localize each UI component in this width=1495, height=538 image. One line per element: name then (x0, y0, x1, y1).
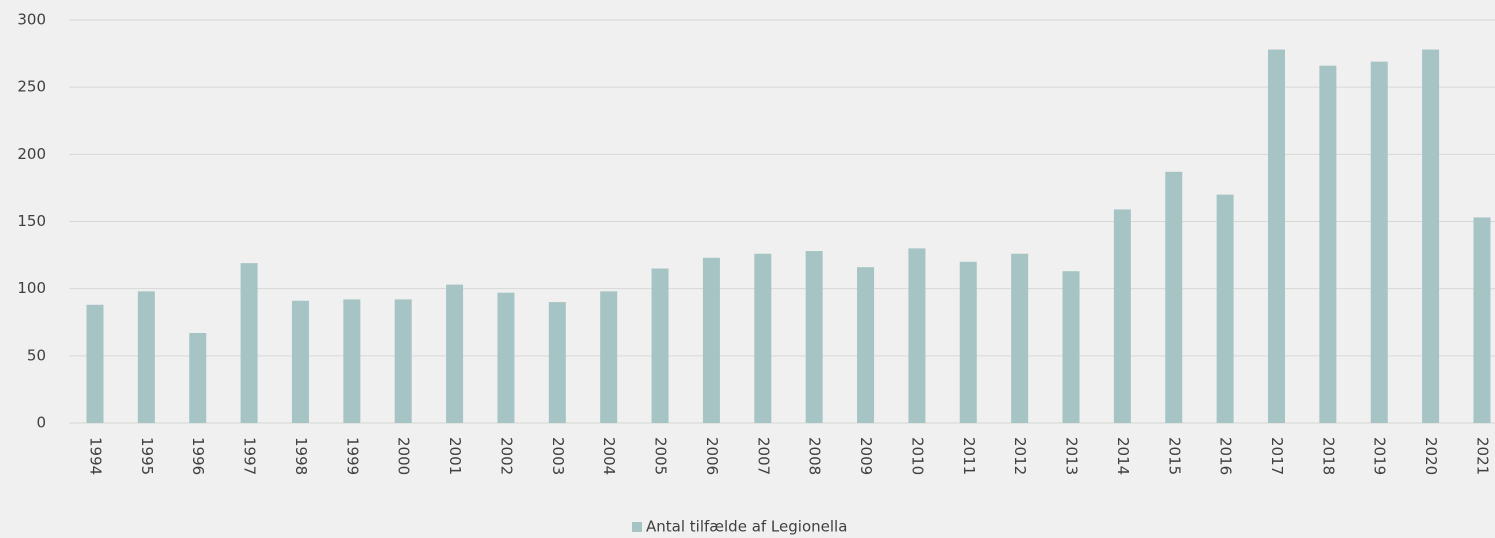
x-tick-label: 1999 (343, 437, 361, 475)
bar (497, 292, 515, 423)
x-tick-label: 2011 (960, 437, 978, 475)
x-tick-label: 2004 (600, 437, 618, 475)
bar (1216, 194, 1234, 423)
x-tick-label: 2021 (1473, 437, 1491, 475)
bar (805, 251, 823, 423)
bar (857, 267, 875, 423)
x-tick-label: 1997 (241, 437, 259, 475)
x-tick-label: 1998 (292, 437, 310, 475)
bar (908, 248, 926, 423)
x-tick-label: 1995 (138, 437, 156, 475)
bar (343, 299, 361, 423)
bar (86, 304, 104, 423)
x-tick-label: 2013 (1063, 437, 1081, 475)
x-tick-label: 2017 (1268, 437, 1286, 475)
x-tick-label: 2010 (908, 437, 926, 475)
x-tick-label: 2008 (806, 437, 824, 475)
bar (600, 291, 618, 423)
bar (1473, 217, 1491, 423)
y-tick-label: 150 (17, 212, 46, 230)
y-tick-label: 300 (17, 11, 46, 29)
bar (702, 257, 720, 423)
bar (651, 268, 669, 423)
bar (1370, 61, 1388, 423)
legend-label: Antal tilfælde af Legionella (646, 518, 847, 536)
bar (754, 253, 772, 423)
x-tick-label: 2009 (857, 437, 875, 475)
y-tick-label: 100 (17, 279, 46, 297)
x-tick-label: 2006 (703, 437, 721, 475)
x-tick-label: 2019 (1371, 437, 1389, 475)
x-tick-label: 1996 (189, 437, 207, 475)
bar (137, 291, 155, 423)
x-tick-label: 2014 (1114, 437, 1132, 475)
x-tick-label: 2020 (1422, 437, 1440, 475)
bar (1319, 65, 1337, 423)
x-tick-label: 2003 (549, 437, 567, 475)
x-tick-label: 2012 (1011, 437, 1029, 475)
bar (240, 263, 258, 423)
x-tick-label: 2015 (1165, 437, 1183, 475)
y-tick-label: 0 (36, 414, 46, 432)
x-tick-label: 2005 (652, 437, 670, 475)
bar (959, 261, 977, 423)
bar (1165, 171, 1183, 423)
y-tick-label: 250 (17, 78, 46, 96)
x-tick-label: 2002 (497, 437, 515, 475)
x-tick-label: 2001 (446, 437, 464, 475)
x-tick-label: 2016 (1217, 437, 1235, 475)
bar (394, 299, 412, 423)
x-tick-label: 2018 (1319, 437, 1337, 475)
bar (1422, 49, 1440, 423)
bar (548, 302, 566, 423)
y-tick-label: 200 (17, 145, 46, 163)
y-tick-label: 50 (27, 346, 46, 364)
legend-swatch (632, 522, 642, 532)
x-tick-label: 2000 (395, 437, 413, 475)
x-tick-label: 2007 (754, 437, 772, 475)
bar (1113, 209, 1131, 423)
bar (1267, 49, 1285, 423)
bar (291, 300, 309, 423)
bar (1062, 271, 1080, 423)
bar (189, 332, 207, 423)
x-tick-label: 1994 (86, 437, 104, 475)
bar (446, 284, 464, 423)
bar (1011, 253, 1029, 423)
